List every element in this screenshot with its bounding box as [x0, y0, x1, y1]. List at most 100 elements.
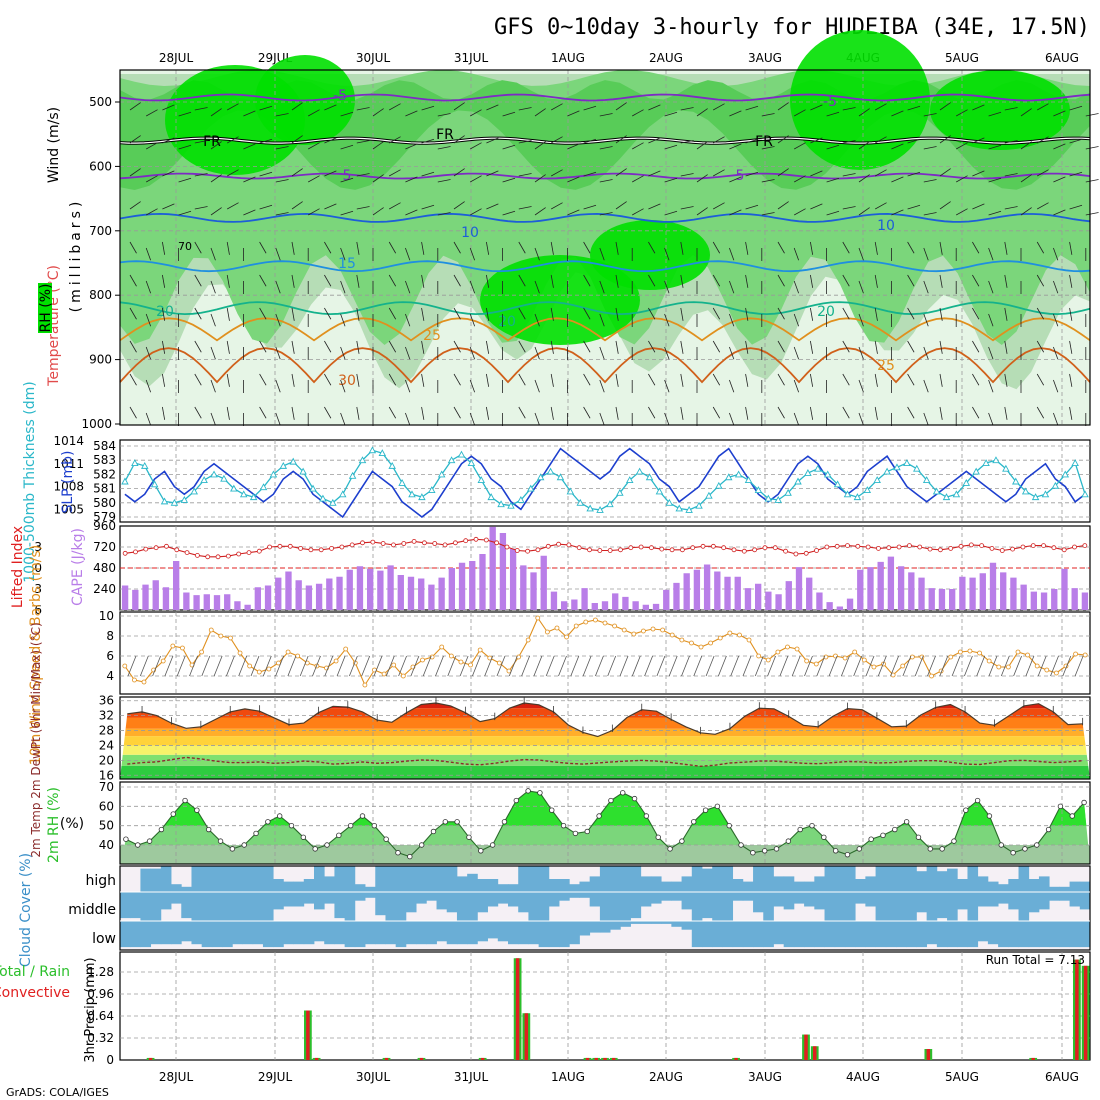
cloud-cell-middle — [436, 892, 448, 910]
isotherm-value-label: 20 — [156, 304, 174, 320]
wind-speed-point — [1053, 670, 1059, 676]
cloud-cell-middle — [140, 892, 152, 921]
wind-barb — [1004, 140, 1018, 144]
wind-barb — [712, 307, 721, 320]
precip-convective-bar — [1083, 965, 1088, 1060]
thickness-point — [131, 459, 139, 466]
wind-barb — [972, 104, 985, 111]
wind-barb-10m — [804, 655, 813, 677]
cloud-cell-high — [681, 876, 693, 892]
isotherm-value-label: FR — [203, 134, 221, 150]
wind-barb — [696, 108, 708, 117]
wind-barb — [939, 201, 951, 210]
cape-bar — [816, 592, 823, 610]
wind-barb — [129, 406, 137, 419]
wind-barb — [1069, 204, 1083, 210]
cloud-cell-low — [599, 921, 611, 933]
wind-barb — [988, 379, 994, 393]
cloud-cell-middle — [477, 892, 488, 913]
wind-barb-10m — [582, 655, 592, 677]
wind-barb — [988, 280, 994, 294]
cape-bar — [1040, 592, 1048, 610]
thickness-point — [655, 487, 664, 495]
wind-barb — [421, 274, 425, 288]
li-point — [277, 543, 283, 549]
thickness-point — [220, 474, 228, 482]
cape-bar — [1061, 568, 1068, 610]
wind-speed-point — [1044, 667, 1050, 673]
wind-barb — [1069, 373, 1073, 387]
wind-barb — [356, 173, 370, 177]
wind-barb — [1085, 113, 1099, 117]
cloud-cell-low — [548, 921, 560, 948]
li-point — [1051, 545, 1057, 551]
rh2m-point — [549, 807, 555, 813]
thickness-point — [903, 459, 911, 466]
cloud-cell-low — [1059, 921, 1070, 948]
wind-barb-10m — [964, 655, 973, 677]
cloud-cell-high — [1079, 881, 1091, 892]
wind-barb-10m — [250, 655, 260, 677]
wind-barb — [388, 406, 397, 419]
rh2m-point — [347, 822, 354, 829]
cloud-cell-low — [171, 921, 182, 945]
chart-title: GFS 0~10day 3-hourly for HUDEIBA (34E, 1… — [494, 15, 1090, 40]
cloud-cell-middle — [753, 892, 764, 913]
wind-barb — [648, 274, 656, 287]
thickness-point — [823, 470, 832, 478]
thickness-point — [616, 488, 624, 496]
date-label-top: 6AUG — [1045, 51, 1079, 65]
cloud-cell-middle — [1028, 892, 1040, 913]
cloud-cell-low — [426, 921, 437, 945]
wind-barb — [615, 373, 619, 387]
cloud-cell-low — [702, 921, 713, 948]
wind-barb — [389, 103, 401, 111]
cloud-cell-high — [252, 866, 264, 892]
cloud-cell-high — [375, 866, 386, 892]
rh2m-point — [986, 813, 993, 819]
wind-barb-10m — [644, 655, 653, 677]
wind-barb — [583, 373, 591, 386]
rh2m-point — [418, 842, 425, 848]
slp-tick-label: 1011 — [53, 457, 84, 471]
wind-barb — [388, 373, 397, 386]
wind-barb-10m — [619, 655, 629, 677]
wind-barb — [291, 168, 303, 177]
wind-barb — [874, 274, 878, 288]
date-label-top: 3AUG — [748, 51, 782, 65]
wind-barb-10m — [939, 655, 949, 677]
thickness-point — [437, 470, 446, 478]
wind-barb — [972, 241, 980, 254]
wind-barb — [745, 406, 749, 420]
cloud-cell-high — [395, 866, 407, 892]
wind-barb — [648, 307, 656, 320]
li-point — [876, 546, 881, 551]
wind-barb — [615, 135, 627, 144]
cloud-cell-middle — [773, 892, 785, 907]
li-point — [628, 545, 634, 551]
wind-barb-10m — [213, 655, 223, 677]
li-point — [225, 553, 231, 559]
cloud-cell-low — [967, 921, 979, 948]
wind-barb-10m — [238, 655, 248, 677]
cloud-cell-middle — [967, 892, 979, 921]
wind-barb — [421, 138, 435, 144]
wind-barb — [923, 113, 937, 117]
li-point — [525, 548, 531, 554]
cloud-cell-high — [579, 881, 591, 892]
wind-barb — [324, 274, 332, 287]
wind-barb-10m — [681, 655, 690, 677]
wind-barb — [162, 307, 166, 321]
precip-convective-bar — [611, 1057, 616, 1060]
wind-barb — [308, 109, 320, 117]
cloud-cell-low — [916, 921, 928, 948]
wind-barb — [842, 274, 850, 287]
wind-barb — [324, 170, 337, 177]
wind-barb — [129, 241, 137, 254]
cloud-cell-middle — [834, 892, 846, 921]
cloud-cell-high — [314, 866, 325, 892]
li-point — [556, 541, 561, 547]
wind-speed-point — [996, 664, 1002, 670]
wind-barb — [486, 307, 490, 321]
wind-barb — [1053, 313, 1059, 327]
